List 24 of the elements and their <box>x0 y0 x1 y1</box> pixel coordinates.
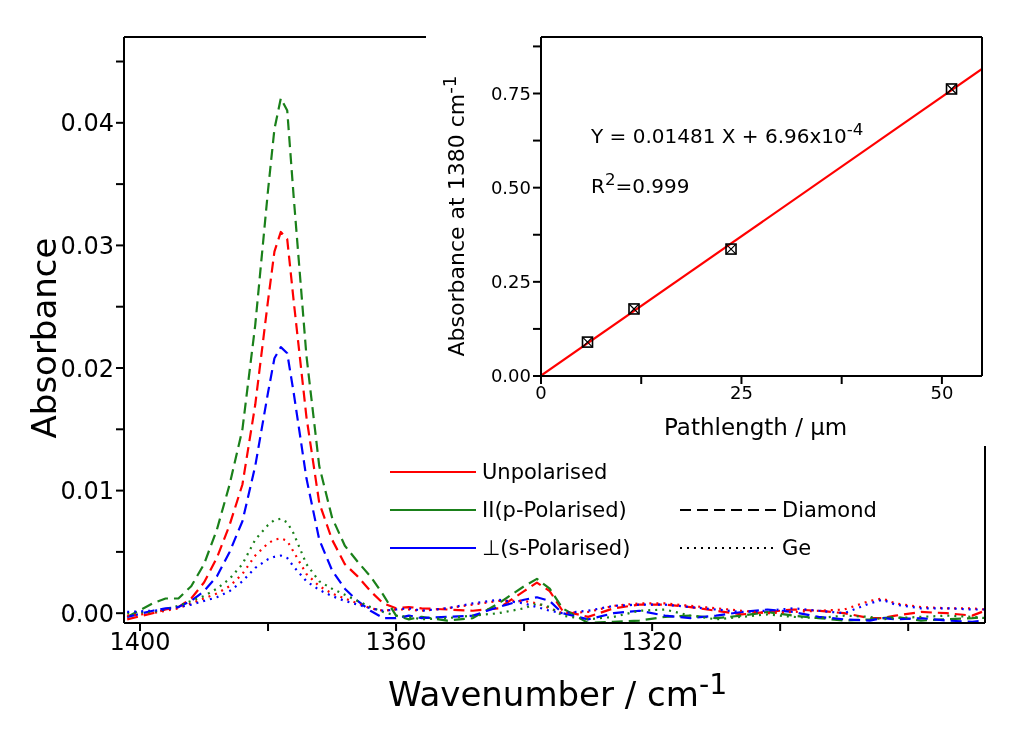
legend-label: II(p-Polarised) <box>482 498 627 522</box>
y-tick-label: 0.04 <box>60 109 114 138</box>
y-tick-label: 0.02 <box>60 354 114 383</box>
x-axis-title: Wavenumber / cm$^{-1}$ <box>388 668 728 715</box>
y-tick-label: 0.00 <box>490 365 531 387</box>
legend-label: Unpolarised <box>482 460 608 484</box>
y-tick-label: 0.00 <box>60 599 114 628</box>
x-axis-title: Pathlength / µm <box>664 414 848 440</box>
y-tick-label: 0.75 <box>490 82 531 104</box>
y-tick-label: 0.01 <box>60 477 114 506</box>
x-tick-label: 25 <box>730 381 753 403</box>
annotation: Y = 0.01481 X + 6.96x10$^{-4}$ <box>591 120 864 148</box>
y-tick-label: 0.03 <box>60 231 114 260</box>
x-tick-label: 1320 <box>621 628 683 657</box>
x-tick-label: 50 <box>930 381 954 403</box>
x-tick-label: 0 <box>535 381 547 403</box>
annotation: Ge <box>782 536 812 560</box>
legend-label: ⊥(s-Polarised) <box>482 536 631 560</box>
annotation: R$^{2}$=0.999 <box>591 170 690 198</box>
y-tick-label: 0.50 <box>490 177 531 199</box>
x-tick-label: 1360 <box>365 628 427 657</box>
x-tick-label: 1400 <box>109 628 171 657</box>
y-tick-label: 0.25 <box>490 271 531 293</box>
annotation: Diamond <box>782 498 877 522</box>
